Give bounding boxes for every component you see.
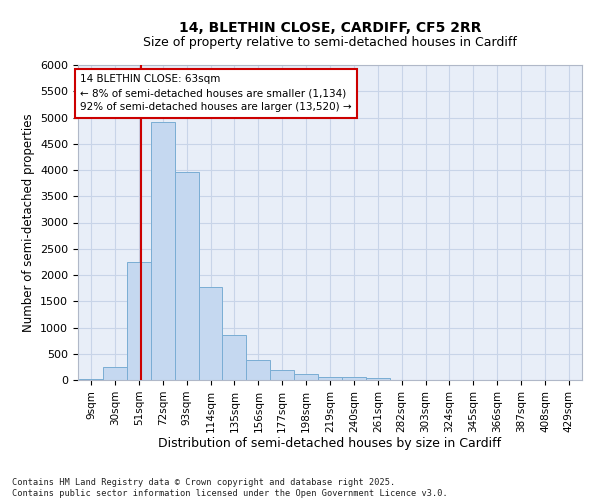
Text: Contains HM Land Registry data © Crown copyright and database right 2025.
Contai: Contains HM Land Registry data © Crown c… [12, 478, 448, 498]
Bar [294, 374, 318, 380]
Bar [151, 122, 175, 380]
Text: Size of property relative to semi-detached houses in Cardiff: Size of property relative to semi-detach… [143, 36, 517, 49]
Text: 14, BLETHIN CLOSE, CARDIFF, CF5 2RR: 14, BLETHIN CLOSE, CARDIFF, CF5 2RR [179, 20, 481, 34]
Bar [127, 262, 151, 380]
Bar [223, 336, 247, 380]
Bar [247, 360, 270, 380]
Bar [175, 172, 199, 380]
Bar [199, 286, 223, 380]
Bar [342, 378, 366, 380]
Bar [366, 378, 390, 380]
Bar [103, 367, 127, 380]
Title: 14, BLETHIN CLOSE, CARDIFF, CF5 2RR
Size of property relative to semi-detached h: 14, BLETHIN CLOSE, CARDIFF, CF5 2RR Size… [0, 499, 1, 500]
Text: 14 BLETHIN CLOSE: 63sqm
← 8% of semi-detached houses are smaller (1,134)
92% of : 14 BLETHIN CLOSE: 63sqm ← 8% of semi-det… [80, 74, 352, 112]
Bar [318, 376, 342, 380]
Y-axis label: Number of semi-detached properties: Number of semi-detached properties [22, 113, 35, 332]
Bar [270, 370, 294, 380]
X-axis label: Distribution of semi-detached houses by size in Cardiff: Distribution of semi-detached houses by … [158, 438, 502, 450]
